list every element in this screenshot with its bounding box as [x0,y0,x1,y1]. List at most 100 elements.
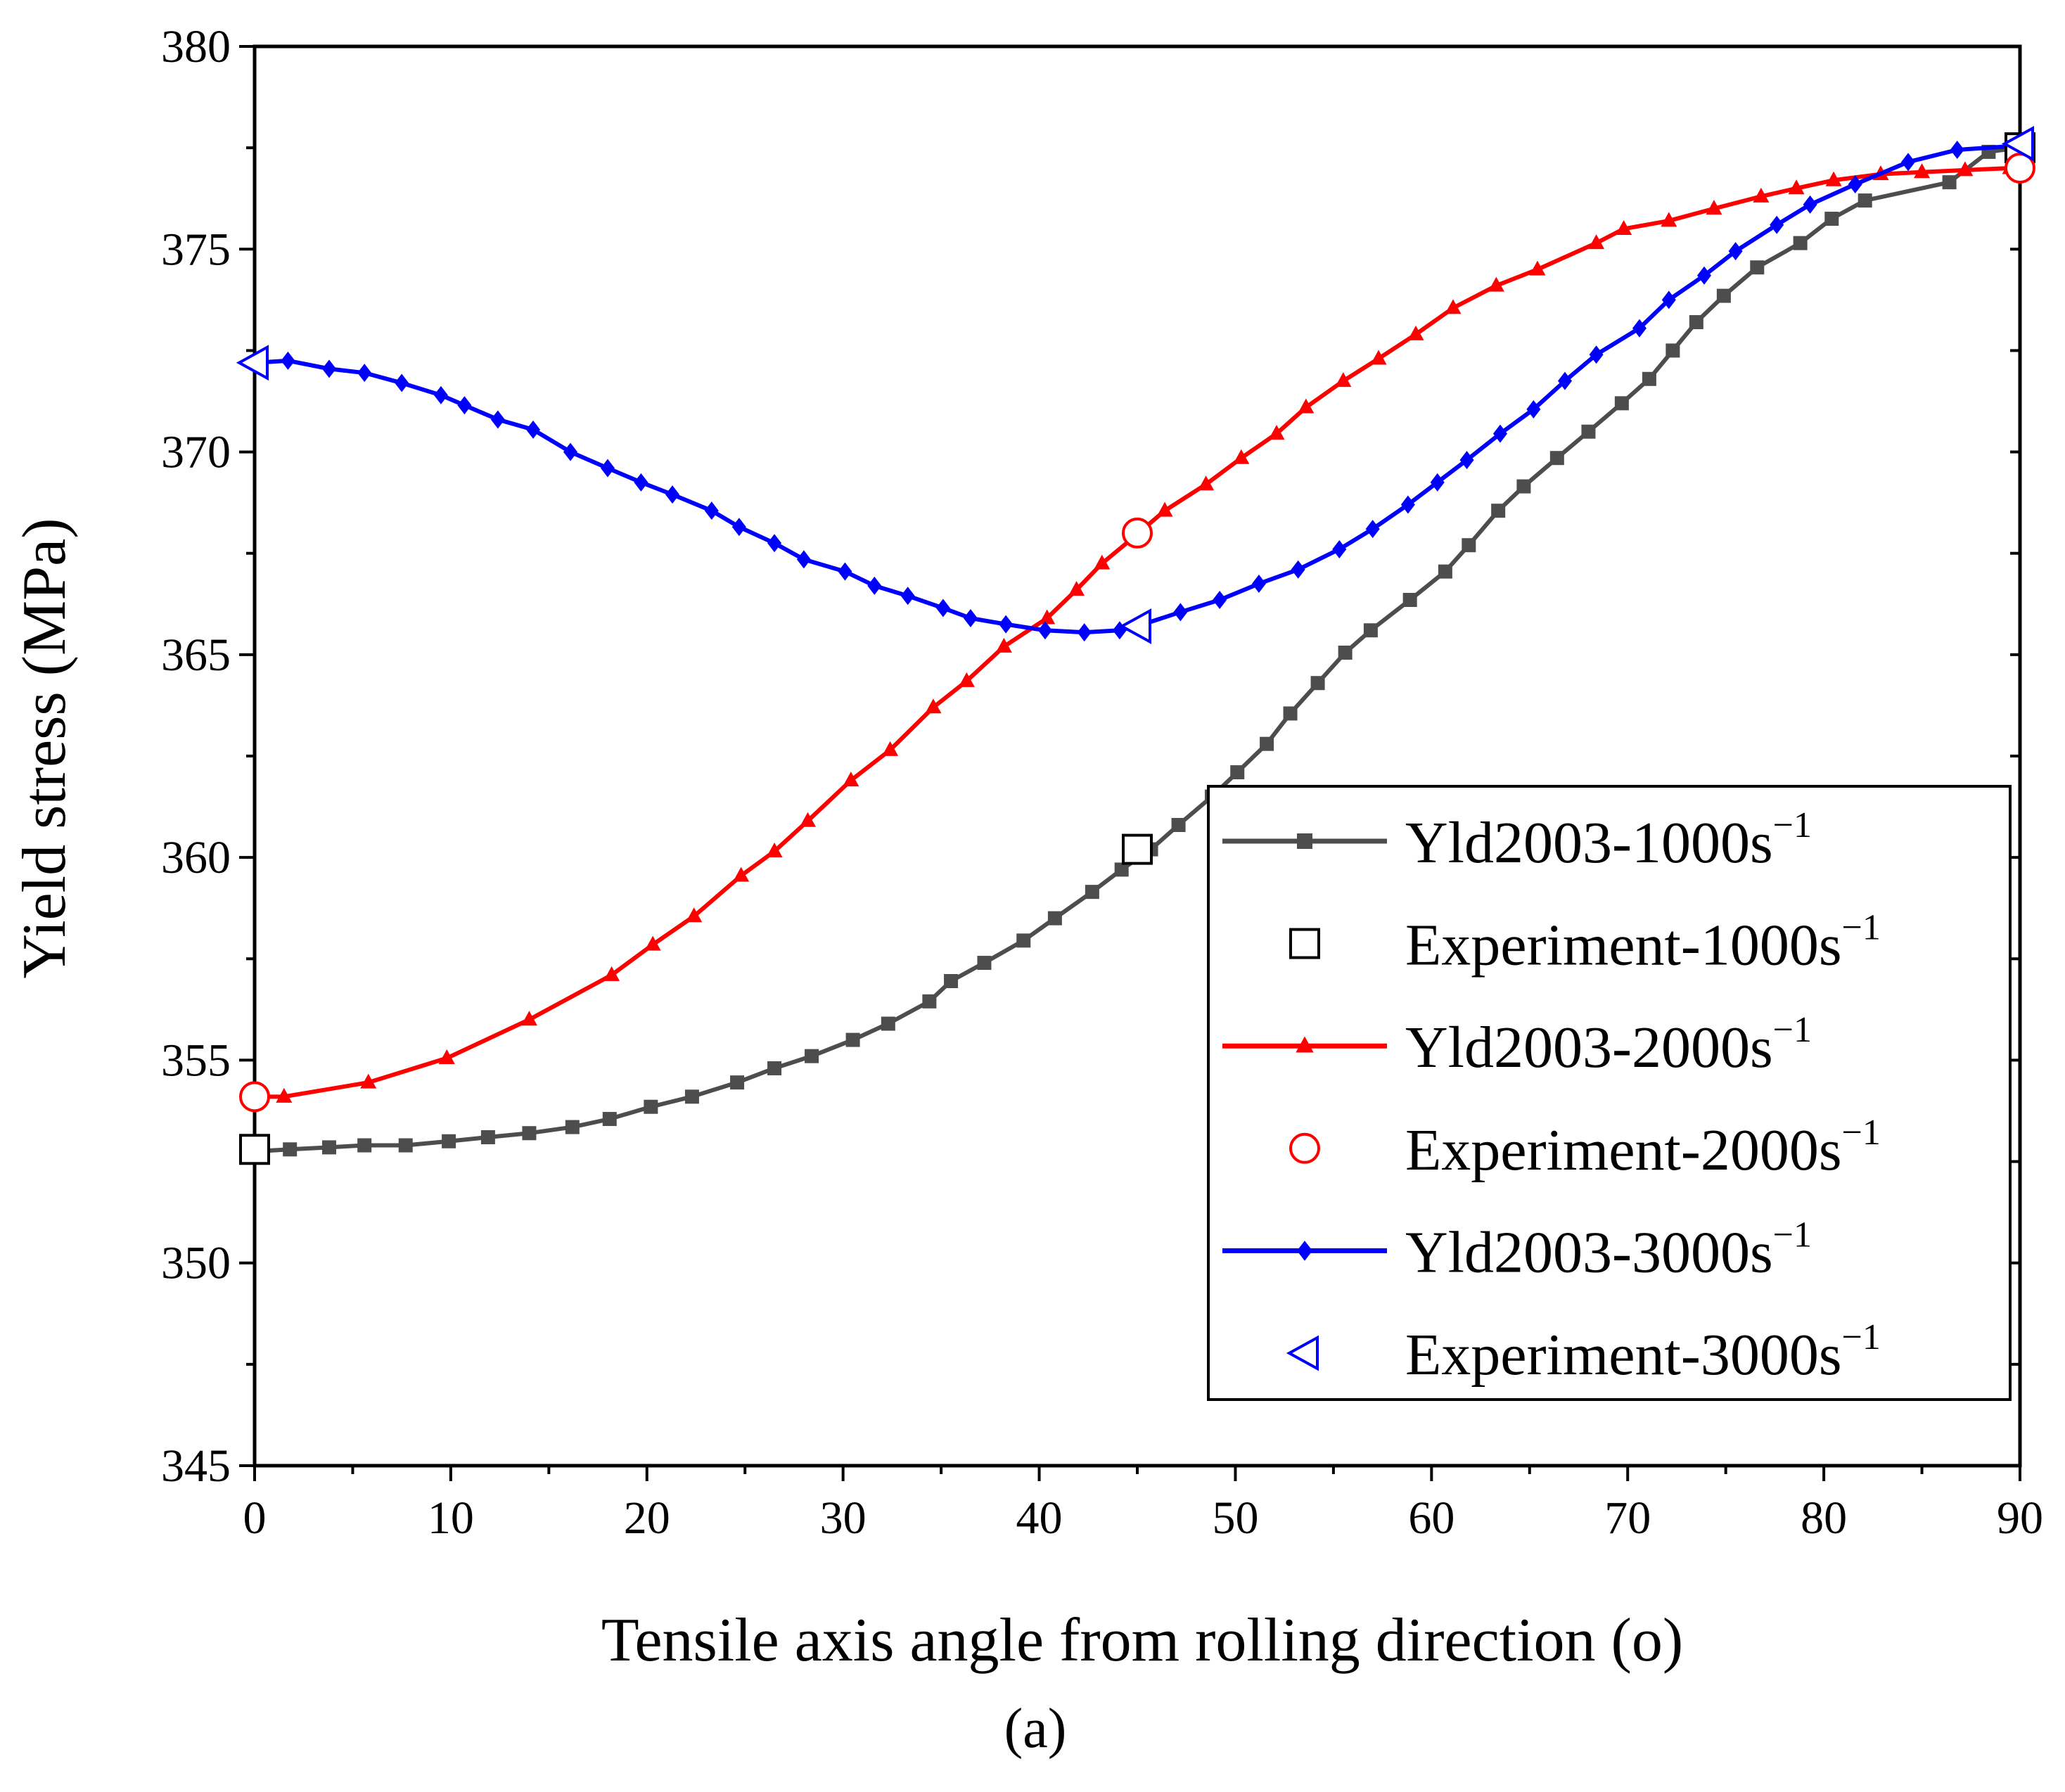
legend-marker [1297,1241,1312,1261]
data-point [398,1138,413,1153]
data-point [1283,706,1298,721]
legend-label: Yld2003-2000s−1 [1405,1010,1812,1080]
legend-entry: Experiment-3000s−1 [1286,1317,1881,1388]
data-point [1557,371,1572,390]
data-point [1335,372,1352,388]
series-experiment-2000s [239,152,2035,1113]
tick-labels: 0 10 20 30 40 50 60 70 80 90 345 350 355 360 365 370 375… [161,21,2043,1544]
legend-entry: Experiment-1000s−1 [1289,908,1881,978]
x-tick-label: 70 [1604,1492,1651,1544]
data-point [526,420,541,439]
data-point [1848,175,1862,194]
legend-label: Experiment-3000s−1 [1405,1317,1881,1388]
legend-entry: Yld2003-2000s−1 [1222,1010,1812,1080]
data-point [1616,219,1632,235]
data-point [520,1011,537,1026]
series-yld2003-3000s [248,136,2026,642]
data-point [1085,885,1099,900]
data-point [1171,818,1186,833]
data-point [1549,451,1564,466]
x-tick-label: 30 [820,1492,867,1544]
data-point [1363,623,1378,638]
data-point [1589,345,1604,364]
x-tick-label: 40 [1016,1492,1063,1544]
data-point [1310,676,1325,691]
data-point [665,485,680,504]
data-point [1588,234,1605,250]
data-point [922,994,937,1009]
data-point [601,459,615,478]
data-point [239,1134,270,1165]
data-point [1338,645,1353,660]
data-point [1716,288,1731,303]
data-point [882,741,899,756]
data-point [925,698,942,714]
legend-label: Experiment-2000s−1 [1405,1113,1881,1183]
legend-marker [1289,928,1320,959]
data-point [433,385,448,404]
data-point [395,373,409,392]
data-point [1077,623,1092,642]
x-tick-label: 90 [1997,1492,2043,1544]
data-point [1462,538,1476,553]
legend-entry: Yld2003-3000s−1 [1222,1215,1812,1285]
panel-label: (a) [1004,1698,1067,1760]
data-point [1825,171,1842,186]
data-point [999,615,1014,634]
legend-entry: Yld2003-1000s−1 [1222,805,1812,876]
x-tick-label: 0 [243,1492,267,1544]
data-point [563,442,578,461]
data-point [1233,449,1250,464]
data-point [958,672,975,687]
data-point [1614,396,1629,411]
data-point [684,1089,699,1104]
data-point [283,1142,298,1157]
data-point [900,587,915,606]
data-point [1661,290,1676,309]
data-point [730,1075,745,1090]
data-point [977,956,992,971]
data-point [1901,153,1916,172]
legend-label: Yld2003-1000s−1 [1405,805,1812,876]
data-point [1581,424,1596,439]
data-point [1039,609,1056,625]
data-point [843,772,859,787]
data-point [2005,152,2035,184]
y-tick-label: 380 [161,21,231,72]
data-point [644,935,661,951]
data-point [845,1032,860,1047]
data-point [236,345,269,381]
data-point [1268,425,1285,440]
data-point [1793,236,1808,250]
data-point [1332,539,1347,558]
data-point [1370,350,1387,365]
data-point [321,1140,336,1155]
data-point [686,907,703,923]
y-axis-title: Yield stress (MPa) [11,518,79,978]
data-point [442,1134,456,1148]
data-point [281,351,295,370]
data-point [565,1120,580,1134]
data-point [767,534,782,553]
data-point [704,501,719,520]
legend-entry: Experiment-2000s−1 [1289,1113,1881,1183]
series-experiment-3000s [236,125,2034,644]
data-point [1706,200,1722,215]
axis-ticks [239,45,2021,1481]
x-tick-label: 50 [1212,1492,1258,1544]
data-point [838,562,852,581]
series-layer [236,125,2035,1165]
legend: Yld2003-1000s−1 Experiment-1000s−1 Yld2003… [1207,785,2012,1401]
data-point [321,359,336,378]
data-point [1298,398,1315,414]
data-point [457,396,472,415]
data-point [1037,621,1052,640]
data-point [1750,260,1765,275]
data-point [1942,175,1957,190]
data-point [995,637,1012,653]
data-point [603,966,620,981]
data-point [1632,319,1647,338]
legend-marker [1289,1132,1320,1164]
x-tick-label: 80 [1801,1492,1847,1544]
data-point [1753,187,1770,203]
